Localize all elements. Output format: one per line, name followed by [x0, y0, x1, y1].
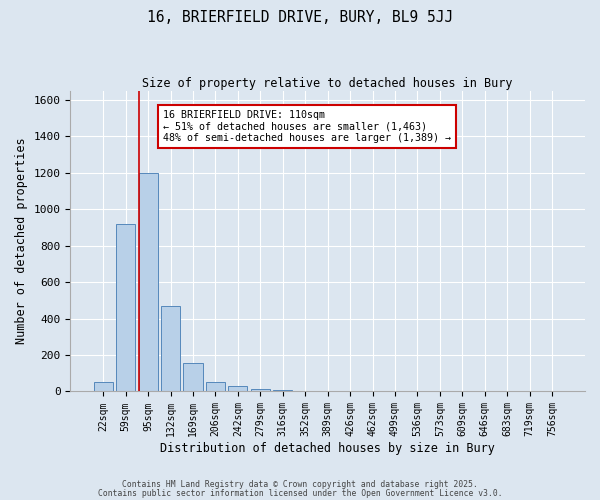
Text: 16, BRIERFIELD DRIVE, BURY, BL9 5JJ: 16, BRIERFIELD DRIVE, BURY, BL9 5JJ — [147, 10, 453, 25]
Bar — [273, 390, 292, 392]
Bar — [251, 389, 270, 392]
X-axis label: Distribution of detached houses by size in Bury: Distribution of detached houses by size … — [160, 442, 495, 455]
Bar — [229, 386, 247, 392]
Bar — [161, 306, 180, 392]
Y-axis label: Number of detached properties: Number of detached properties — [15, 138, 28, 344]
Bar — [94, 382, 113, 392]
Title: Size of property relative to detached houses in Bury: Size of property relative to detached ho… — [142, 78, 513, 90]
Text: Contains public sector information licensed under the Open Government Licence v3: Contains public sector information licen… — [98, 488, 502, 498]
Text: Contains HM Land Registry data © Crown copyright and database right 2025.: Contains HM Land Registry data © Crown c… — [122, 480, 478, 489]
Bar — [116, 224, 135, 392]
Bar — [139, 172, 158, 392]
Bar — [184, 363, 203, 392]
Text: 16 BRIERFIELD DRIVE: 110sqm
← 51% of detached houses are smaller (1,463)
48% of : 16 BRIERFIELD DRIVE: 110sqm ← 51% of det… — [163, 110, 451, 144]
Bar — [206, 382, 225, 392]
